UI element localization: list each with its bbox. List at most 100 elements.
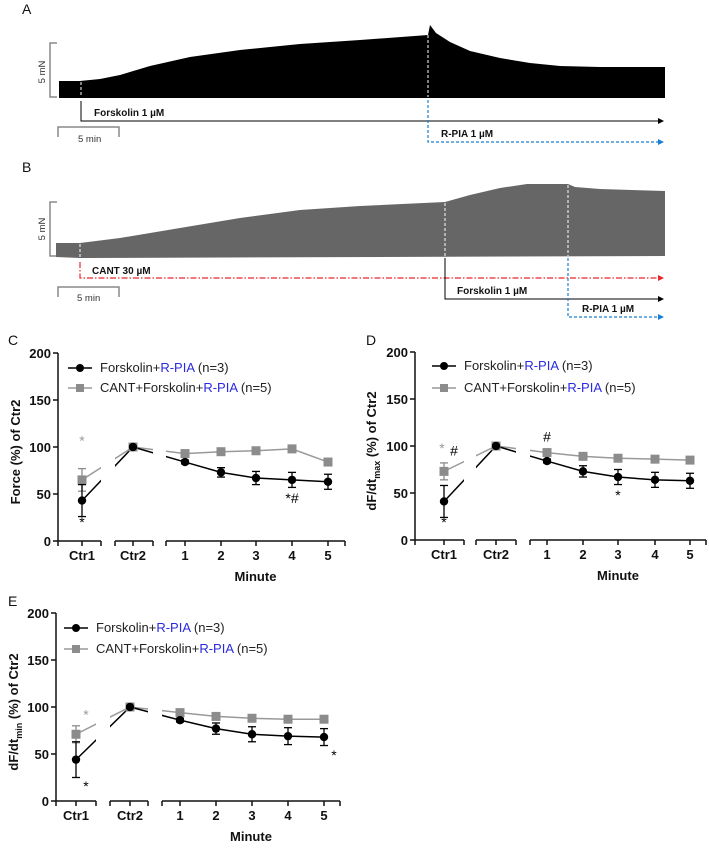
y-tick-label: 200 — [29, 346, 51, 361]
y-axis-label: dF/dtmax (%) of Ctr2 — [364, 391, 382, 510]
y-axis-label-rest: (%) of Ctr2 — [6, 653, 21, 722]
legend-label: CANT+Forskolin+R-PIA (n=5) — [464, 380, 636, 395]
y-tick-label: 200 — [27, 606, 49, 621]
significance-annotation: * — [79, 514, 85, 530]
legend-label-part: R-PIA — [199, 641, 234, 656]
legend-label-part: (n=5) — [237, 380, 271, 395]
scale-time-label-a: 5 min — [78, 134, 101, 145]
legend-label-part: Forskolin+ — [100, 360, 160, 375]
axis-break-gap — [96, 613, 110, 798]
chart-d: D 0 50 100 150 200 dF/dtmax (%) of Ctr2 Ctr1 Ctr… — [364, 332, 707, 583]
data-point — [216, 468, 226, 477]
data-point — [247, 713, 257, 723]
data-point — [77, 475, 87, 485]
x-tick-label: 1 — [181, 548, 188, 563]
legend-label: CANT+Forskolin+R-PIA (n=5) — [96, 641, 268, 656]
y-tick-label: 100 — [29, 440, 51, 455]
legend-label-part: (n=3) — [558, 358, 592, 373]
data-point — [287, 475, 297, 485]
panel-label: D — [366, 332, 376, 348]
legend-item: Forskolin+R-PIA (n=3) — [68, 360, 229, 375]
data-point — [175, 708, 185, 718]
y-tick-label: 50 — [394, 486, 408, 501]
y-tick-label: 50 — [35, 747, 49, 762]
legend-label-part: (n=5) — [233, 641, 267, 656]
data-point — [323, 477, 333, 486]
significance-annotation: * — [441, 514, 447, 530]
data-point — [613, 453, 623, 463]
scale-bar-time-b — [57, 286, 120, 297]
y-tick-label: 0 — [44, 534, 51, 549]
forskolin-arrow-a — [80, 101, 658, 122]
forskolin-arrow-b — [444, 258, 658, 300]
data-point — [578, 467, 588, 476]
y-axis-label-main: dF/dt — [364, 478, 379, 510]
scale-force-label-b: 5 mN — [37, 218, 48, 241]
panel-label-b: B — [22, 159, 31, 175]
significance-annotation: * — [439, 440, 445, 456]
data-point — [439, 466, 449, 476]
legend-item: Forskolin+R-PIA (n=3) — [432, 358, 593, 373]
legend-label-part: Forskolin+ — [96, 620, 156, 635]
x-tick-label: 4 — [284, 808, 292, 823]
x-tick-label: 5 — [686, 547, 693, 562]
x-tick-label: 4 — [651, 547, 659, 562]
legend-item: Forskolin+R-PIA (n=3) — [64, 620, 225, 635]
force-trace-b — [56, 184, 665, 258]
legend-label-part: R-PIA — [156, 620, 191, 635]
panel-label: E — [8, 593, 17, 609]
x-tick-label: 4 — [288, 548, 296, 563]
force-trace-a — [59, 25, 665, 98]
significance-annotation: # — [450, 443, 458, 459]
significance-annotation: * — [615, 487, 621, 503]
x-tick-label: Ctr2 — [117, 808, 143, 823]
data-point — [180, 449, 190, 459]
data-point — [685, 455, 695, 465]
y-tick-label: 200 — [386, 345, 408, 360]
legend-label-part: (n=5) — [601, 380, 635, 395]
legend-label-part: CANT+Forskolin+ — [464, 380, 567, 395]
legend-marker — [440, 384, 448, 392]
x-tick-label: 3 — [248, 808, 255, 823]
legend-label-part: (n=3) — [190, 620, 224, 635]
y-axis-label-main: Force (%) of Ctr2 — [8, 400, 23, 505]
x-tick-label: Ctr2 — [483, 547, 509, 562]
x-tick-label: 5 — [324, 548, 331, 563]
data-point — [283, 714, 293, 724]
rpia-label-b: R-PIA 1 µM — [582, 304, 634, 315]
data-point — [578, 451, 588, 461]
legend-marker — [72, 645, 80, 653]
legend-label: Forskolin+R-PIA (n=3) — [96, 620, 225, 635]
y-tick-label: 0 — [42, 794, 49, 809]
x-tick-label: 2 — [217, 548, 224, 563]
data-point — [175, 715, 185, 725]
arrowhead-icon — [658, 139, 664, 145]
legend-label-part: R-PIA — [524, 358, 559, 373]
significance-annotation: * — [331, 747, 337, 763]
axis-break-gap — [516, 352, 530, 537]
legend-label-part: R-PIA — [160, 360, 195, 375]
data-point — [251, 473, 261, 483]
data-point — [542, 456, 552, 466]
trace-panel-a: A 5 mN Forskolin 1 µM 5 min R-PIA 1 µM — [22, 1, 665, 145]
scale-bar-force-a — [49, 42, 57, 98]
data-point — [251, 446, 261, 456]
scale-time-label-b: 5 min — [77, 293, 100, 304]
data-point — [247, 730, 257, 739]
y-axis-label-subscript: max — [372, 461, 382, 479]
data-point — [77, 496, 87, 505]
x-axis-label: Minute — [230, 829, 272, 844]
y-axis-label-rest: (%) of Ctr2 — [364, 391, 379, 460]
x-tick-label: 1 — [543, 547, 550, 562]
y-tick-label: 150 — [386, 392, 408, 407]
legend-item: CANT+Forskolin+R-PIA (n=5) — [68, 380, 272, 395]
data-point — [319, 714, 329, 724]
x-tick-label: 3 — [252, 548, 259, 563]
x-tick-label: Ctr1 — [431, 547, 457, 562]
x-axis-label: Minute — [235, 569, 277, 584]
legend-marker — [72, 624, 80, 632]
rpia-label-a: R-PIA 1 µM — [441, 129, 493, 140]
data-point — [211, 724, 221, 733]
